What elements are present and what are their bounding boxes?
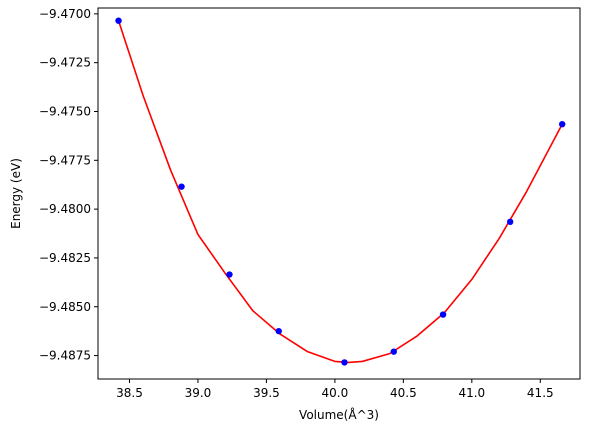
x-tick-label: 39.0 — [185, 386, 212, 400]
data-point — [341, 359, 348, 366]
x-tick-label: 40.5 — [390, 386, 417, 400]
plot-area — [115, 17, 566, 366]
y-tick-label: −9.4825 — [39, 251, 91, 265]
y-axis: −9.4875 −9.4850 −9.4825 −9.4800 −9.4775 −9.47… — [39, 7, 98, 363]
fit-curve-line — [117, 20, 563, 364]
x-tick-label: 38.5 — [116, 386, 143, 400]
x-tick-label: 40.0 — [322, 386, 349, 400]
y-axis-label: Energy (eV) — [9, 158, 23, 229]
y-tick-label: −9.4800 — [39, 202, 91, 216]
x-axis: 38.5 39.0 39.5 40.0 40.5 41.0 41.5 — [116, 379, 554, 400]
data-point — [439, 311, 447, 318]
data-point — [275, 327, 282, 335]
y-tick-label: −9.4775 — [39, 153, 91, 167]
data-point — [558, 120, 566, 128]
x-tick-label: 41.5 — [527, 386, 554, 400]
x-tick-label: 41.0 — [458, 386, 485, 400]
data-point — [506, 218, 514, 226]
data-point — [390, 348, 397, 355]
axes-frame — [97, 7, 581, 380]
y-tick-label: −9.4700 — [39, 7, 91, 21]
x-axis-label: Volume(Å^3) — [299, 407, 379, 422]
data-point — [178, 183, 185, 190]
y-tick-label: −9.4875 — [39, 349, 91, 363]
data-point — [115, 17, 122, 24]
x-tick-label: 39.5 — [253, 386, 280, 400]
y-tick-label: −9.4750 — [39, 104, 91, 118]
data-point — [226, 271, 233, 278]
y-tick-label: −9.4850 — [39, 300, 91, 314]
y-tick-label: −9.4725 — [39, 56, 91, 70]
